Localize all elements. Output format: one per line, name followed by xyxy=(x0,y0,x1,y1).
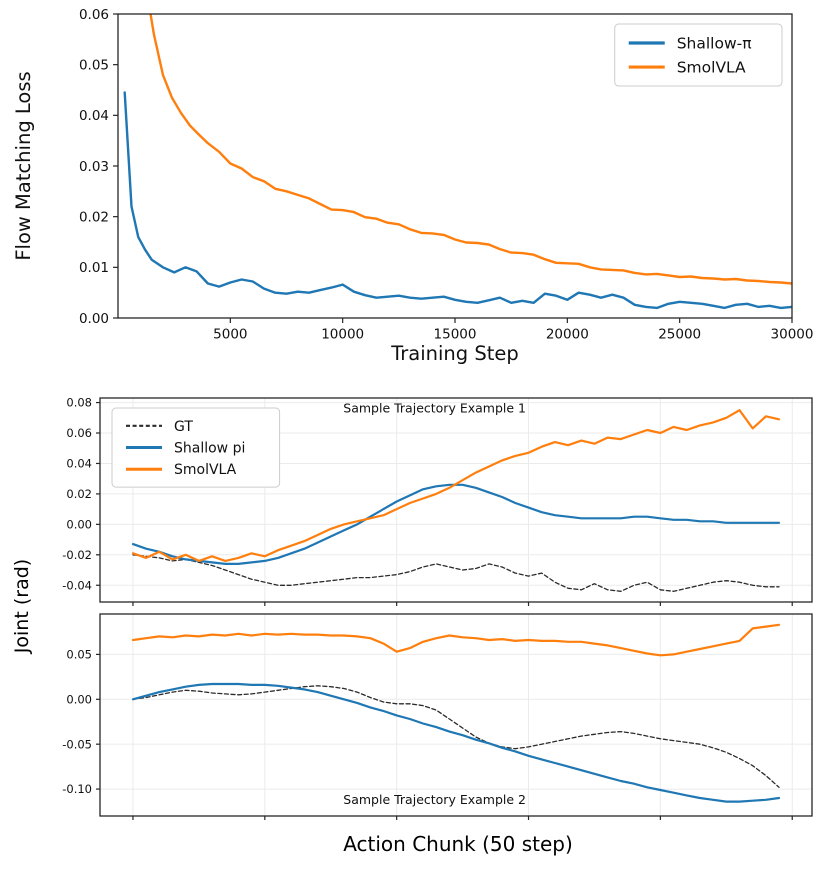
legend-label-smolvla: SmolVLA xyxy=(174,462,237,478)
x-tick-label: 25000 xyxy=(658,327,701,343)
y-tick-label: 0.08 xyxy=(66,396,92,410)
y-tick-label: 0.00 xyxy=(79,311,109,327)
y-tick-label: 0.00 xyxy=(66,517,92,531)
y-tick-label: 0.02 xyxy=(79,210,109,226)
y-axis-label: Flow Matching Loss xyxy=(12,71,35,260)
x-tick-label: 30000 xyxy=(771,327,814,343)
legend-label-shallow-pi: Shallow pi xyxy=(174,440,245,456)
series-line-shallow-pi xyxy=(131,682,781,803)
trajectory-chart-2: -0.10 -0.05 0.00 0.05 Sample Trajectory Exam… xyxy=(62,613,813,820)
trajectory-chart-1: -0.04 -0.02 0.00 0.02 0.04 0.06 0.08 Sample Tra… xyxy=(62,396,813,606)
plot-border xyxy=(99,397,813,603)
x-axis-label: Training Step xyxy=(390,342,519,365)
y-tick-label: 0.00 xyxy=(66,692,92,706)
grid xyxy=(100,614,812,816)
y-tick-label: 0.05 xyxy=(66,648,92,662)
series-line-smolvla xyxy=(131,409,781,562)
plot-annotation: Sample Trajectory Example 2 xyxy=(343,792,526,807)
action-chunk-axis-label: Action Chunk (50 step) xyxy=(343,832,573,856)
y-tick-label: -0.10 xyxy=(62,782,92,796)
y-tick-label: 0.04 xyxy=(79,108,109,124)
x-tick-label: 20000 xyxy=(546,327,589,343)
legend-label-smolvla: SmolVLA xyxy=(677,58,746,76)
plot-annotation: Sample Trajectory Example 1 xyxy=(343,400,526,415)
y-tick-label: 0.06 xyxy=(79,7,109,23)
y-tick-label: -0.04 xyxy=(62,578,92,592)
y-tick-label: 0.02 xyxy=(66,487,92,501)
y-tick-label: -0.05 xyxy=(62,737,92,751)
y-tick-label: 0.01 xyxy=(79,260,109,276)
legend: Shallow-π SmolVLA xyxy=(614,23,783,87)
series-line-smolvla xyxy=(149,14,792,285)
legend-label-gt: GT xyxy=(174,419,193,435)
series-line-gt xyxy=(132,554,780,592)
series-group xyxy=(131,409,781,592)
legend: GT Shallow pi SmolVLA xyxy=(111,407,281,488)
y-tick-label: 0.04 xyxy=(66,457,92,471)
series-group xyxy=(123,14,792,310)
x-tick-label: 10000 xyxy=(321,327,364,343)
series-line-gt xyxy=(132,685,780,788)
x-tick-label: 5000 xyxy=(213,327,247,343)
y-tick-label: -0.02 xyxy=(62,548,92,562)
series-line-shallow xyxy=(123,91,792,310)
y-tick-label: 0.05 xyxy=(79,58,109,74)
y-tick-label: 0.06 xyxy=(66,426,92,440)
series-line-smolvla xyxy=(131,623,781,657)
loss-chart: 5000 10000 15000 20000 25000 30000 0.00 0.01 0.0… xyxy=(12,7,814,365)
x-tick-label: 15000 xyxy=(434,327,477,343)
y-tick-label: 0.03 xyxy=(79,159,109,175)
legend-label-shallow: Shallow-π xyxy=(677,34,752,52)
series-group xyxy=(131,623,781,803)
joint-axis-label: Joint (rad) xyxy=(11,558,33,654)
plot-border xyxy=(99,613,813,817)
